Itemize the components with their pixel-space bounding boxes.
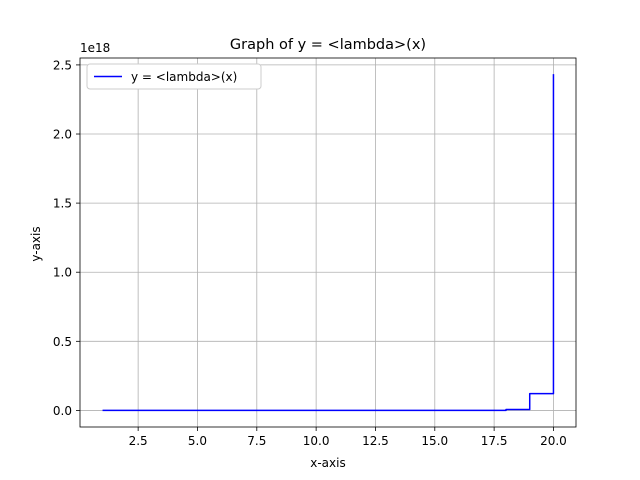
x-tick-label: 10.0 — [303, 434, 330, 448]
legend-box — [86, 63, 262, 90]
y-tick-label: 2.5 — [53, 58, 72, 72]
y-tick-label: 0.0 — [53, 404, 72, 418]
x-axis-label: x-axis — [310, 456, 345, 470]
x-tick-label: 5.0 — [188, 434, 207, 448]
x-tick-label: 2.5 — [129, 434, 148, 448]
x-tick-label: 20.0 — [540, 434, 567, 448]
y-axis-label: y-axis — [29, 226, 43, 261]
chart-title: Graph of y = <lambda>(x) — [230, 37, 426, 53]
x-tick-label: 7.5 — [247, 434, 266, 448]
plot-frame — [79, 57, 577, 428]
y-axis-offset-label: 1e18 — [80, 41, 110, 55]
axes-layer — [79, 57, 577, 428]
x-tick-label: 15.0 — [421, 434, 448, 448]
x-tick-label: 12.5 — [362, 434, 389, 448]
ticks-layer: 2.5 5.0 7.5 10.0 12.5 15.0 17.5 20.0 0.0 0.5 1.0 1.… — [53, 58, 567, 448]
series-layer — [102, 74, 555, 412]
legend-label: y = <lambda>(x) — [131, 70, 237, 84]
y-tick-label: 1.5 — [53, 197, 72, 211]
legend: y = <lambda>(x) — [86, 63, 262, 90]
x-tick-label: 17.5 — [481, 434, 508, 448]
y-tick-label: 1.0 — [53, 266, 72, 280]
y-tick-label: 2.0 — [53, 128, 72, 142]
y-tick-label: 0.5 — [53, 335, 72, 349]
series-line — [102, 74, 555, 412]
